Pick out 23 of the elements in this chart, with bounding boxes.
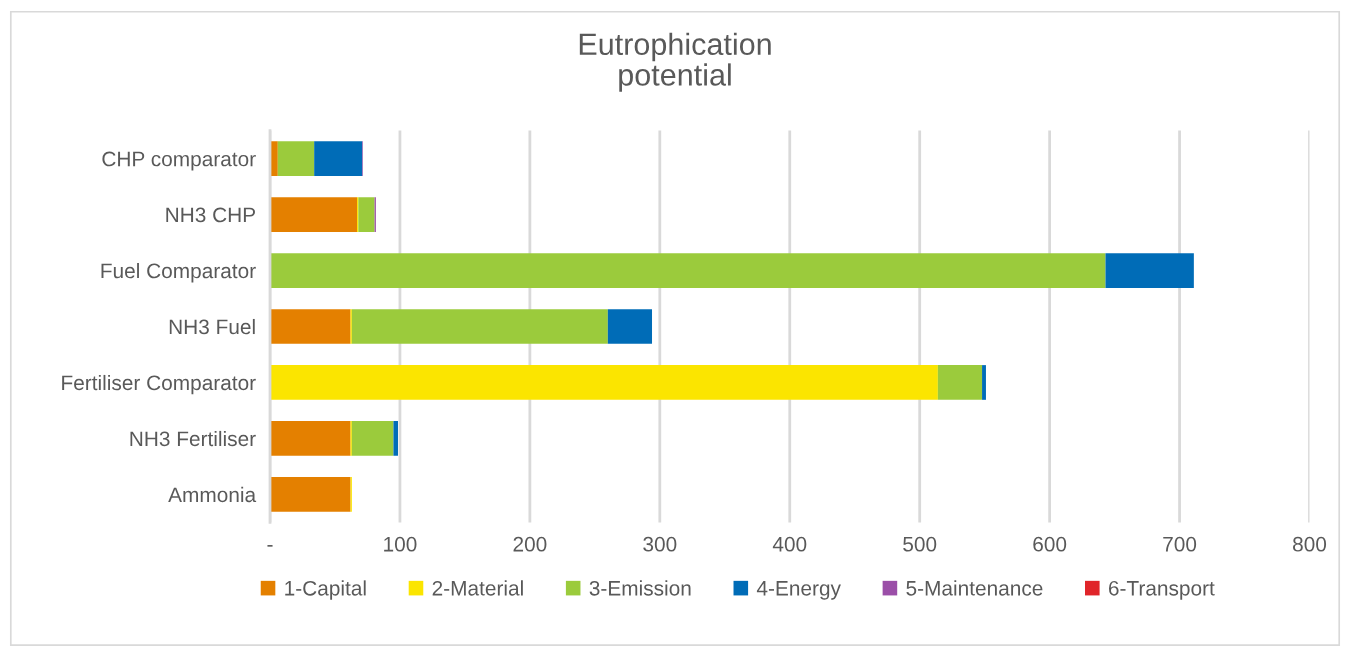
chart-title: Eutrophication potential [579,32,771,92]
legend-label: 3-Emission [589,580,691,596]
y-tick-label: NH3 Fertiliser [130,430,256,447]
legend-label: 2-Material [432,580,523,596]
y-tick-label: CHP comparator [102,151,256,171]
x-tick-label: 300 [643,536,677,552]
x-tick-label: 100 [384,536,417,552]
x-tick-label: - [267,545,273,547]
y-tick-label: Fuel Comparator [101,262,256,283]
x-tick-label: 200 [513,536,547,552]
x-tick-label: 600 [1033,536,1067,552]
x-tick-label: 500 [903,536,937,552]
legend-label: 5-Maintenance [906,580,1043,596]
legend-label: 6-Transport [1108,580,1215,600]
y-tick-label: Ammonia [168,486,257,503]
x-tick-label: 700 [1163,536,1197,552]
y-tick-label: NH3 Fuel [169,318,255,335]
x-tick-label: 400 [772,536,807,552]
legend-label: 1-Capital [285,580,366,600]
y-tick-label: Fertiliser Comparator [62,374,256,395]
x-tick-label: 800 [1293,536,1327,552]
legend-label: 4-Energy [756,581,841,600]
y-tick-label: NH3 CHP [166,207,256,223]
